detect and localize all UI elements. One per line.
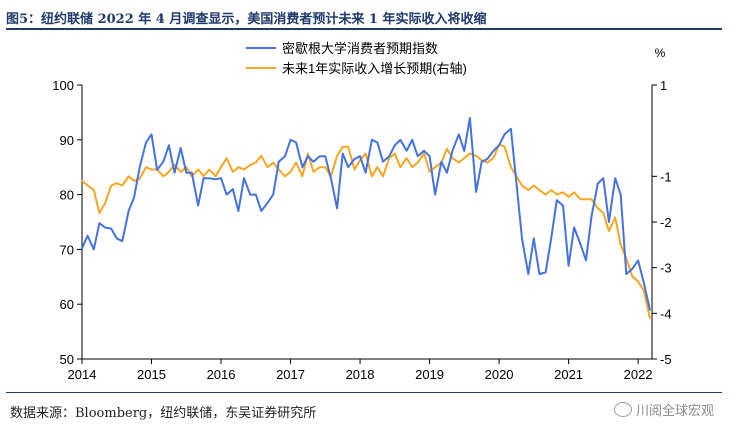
x-tick-label: 2022 (624, 367, 653, 382)
left-tick-label: 60 (60, 297, 74, 312)
legend: 密歇根大学消费者预期指数 未来1年实际收入增长预期(右轴) (246, 41, 467, 76)
left-axis-ticks: 100 90 80 70 60 50 (52, 78, 82, 367)
watermark-text: 川阅全球宏观 (635, 403, 714, 418)
right-axis-ticks: 1 -1 -2 -3 -4 -5 (652, 78, 672, 367)
x-tick-label: 2014 (68, 367, 97, 382)
legend-label-real-income-growth: 未来1年实际收入增长预期(右轴) (282, 61, 467, 76)
right-tick-label: -3 (660, 261, 672, 276)
left-tick-label: 80 (60, 188, 74, 203)
x-axis-ticks: 2014 2015 2016 2017 2018 2019 2020 2021 2022 (68, 359, 653, 382)
right-tick-label: 1 (660, 78, 667, 93)
series-layer (81, 116, 651, 319)
series-line-expectations-index (81, 116, 651, 311)
x-tick-label: 2021 (554, 367, 583, 382)
right-tick-label: -2 (660, 215, 672, 230)
left-tick-label: 50 (60, 352, 74, 367)
x-tick-label: 2018 (346, 367, 375, 382)
x-tick-label: 2015 (137, 367, 166, 382)
x-tick-label: 2019 (415, 367, 444, 382)
figure-title: 图5：纽约联储 2022 年 4 月调查显示，美国消费者预计未来 1 年实际收入… (6, 12, 487, 27)
legend-label-expectations-index: 密歇根大学消费者预期指数 (282, 41, 438, 56)
wechat-icon (613, 402, 632, 417)
left-tick-label: 70 (60, 242, 74, 257)
title-divider (6, 28, 722, 30)
footer-divider (6, 392, 722, 393)
figure-footer: 数据来源：Bloomberg，纽约联储，东吴证券研究所 川阅全球宏观 (6, 392, 722, 432)
left-tick-label: 90 (60, 133, 74, 148)
source-note: 数据来源：Bloomberg，纽约联储，东吴证券研究所 (10, 406, 317, 421)
right-tick-label: -4 (660, 306, 672, 321)
figure-header: 图5：纽约联储 2022 年 4 月调查显示，美国消费者预计未来 1 年实际收入… (6, 6, 722, 30)
right-axis-unit: % (655, 46, 666, 60)
plot-frame (81, 85, 653, 360)
watermark: 川阅全球宏观 (613, 400, 714, 419)
right-tick-label: -1 (660, 169, 672, 184)
x-tick-label: 2017 (276, 367, 305, 382)
left-tick-label: 100 (52, 78, 74, 93)
right-tick-label: -5 (660, 352, 672, 367)
x-tick-label: 2020 (485, 367, 514, 382)
x-tick-label: 2016 (207, 367, 236, 382)
